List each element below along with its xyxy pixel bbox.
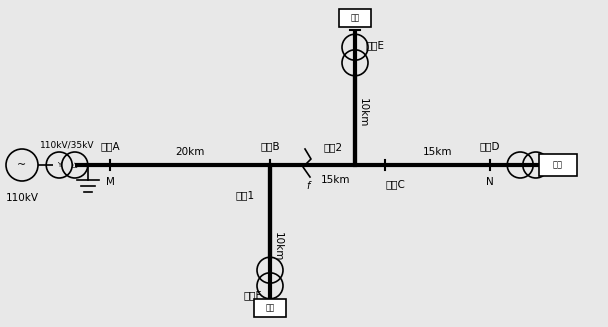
Text: 110kV: 110kV bbox=[5, 193, 38, 203]
Text: 分支1: 分支1 bbox=[235, 190, 255, 200]
Text: 节点B: 节点B bbox=[260, 141, 280, 151]
Text: 负荷: 负荷 bbox=[553, 161, 563, 169]
Text: N: N bbox=[486, 177, 494, 187]
Text: △: △ bbox=[72, 162, 77, 168]
Text: 15km: 15km bbox=[321, 175, 350, 185]
Text: ~: ~ bbox=[18, 160, 27, 170]
Text: 节点F: 节点F bbox=[244, 290, 262, 300]
Text: 母线: 母线 bbox=[265, 303, 275, 313]
Bar bbox=[339, 9, 371, 27]
Text: f: f bbox=[306, 181, 309, 191]
Text: 节点E: 节点E bbox=[365, 40, 384, 50]
Text: 节点A: 节点A bbox=[100, 141, 120, 151]
Text: 分支2: 分支2 bbox=[323, 143, 342, 152]
Text: 10km: 10km bbox=[273, 232, 283, 262]
Text: 节点D: 节点D bbox=[480, 141, 500, 151]
Text: 母线: 母线 bbox=[350, 13, 359, 23]
Text: M: M bbox=[106, 177, 114, 187]
Text: 节点C: 节点C bbox=[385, 179, 405, 189]
Text: Y: Y bbox=[57, 162, 61, 168]
Text: 110kV/35kV: 110kV/35kV bbox=[40, 140, 94, 149]
Text: 10km: 10km bbox=[358, 97, 368, 127]
Bar bbox=[254, 299, 286, 317]
Text: 15km: 15km bbox=[423, 147, 452, 157]
Text: 20km: 20km bbox=[175, 147, 205, 157]
Bar bbox=[539, 154, 577, 176]
